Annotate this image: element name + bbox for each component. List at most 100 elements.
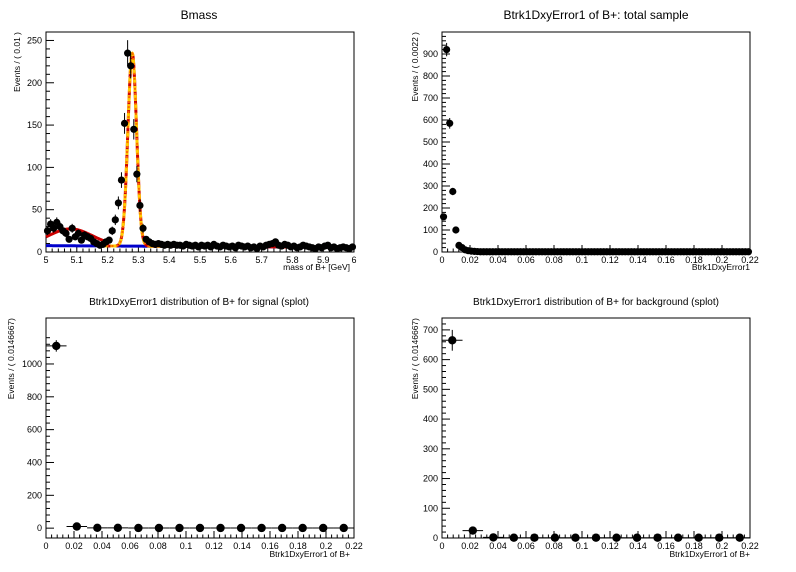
plot-frame bbox=[45, 317, 355, 539]
axis-ticks: 0 0.02 0.04 0.06 0.08 0.1 0.12 0.14 0.16 0.18 0.2 0… bbox=[423, 35, 759, 265]
x-tick-label: 0.04 bbox=[489, 255, 507, 265]
axis-ticks: 0 0.02 0.04 0.06 0.08 0.1 0.12 0.14 0.16 0.18 0.2 0… bbox=[22, 337, 363, 551]
chart-title: Btrk1DxyError1 distribution of B+ for si… bbox=[89, 297, 309, 308]
x-tick-label: 0.06 bbox=[121, 541, 139, 551]
data-point bbox=[735, 533, 744, 542]
y-tick-label: 0 bbox=[37, 523, 42, 533]
x-tick-label: 5.7 bbox=[255, 255, 268, 265]
x-tick-label: 5.6 bbox=[225, 255, 238, 265]
y-tick-label: 500 bbox=[423, 137, 438, 147]
x-tick-label: 5.8 bbox=[286, 255, 299, 265]
x-tick-label: 0.2 bbox=[716, 255, 729, 265]
data-point bbox=[175, 523, 184, 533]
x-tick-label: 0.2 bbox=[320, 541, 333, 551]
x-tick-label: 0.16 bbox=[657, 255, 675, 265]
data-point bbox=[154, 523, 164, 533]
x-tick-label: 0.18 bbox=[685, 255, 703, 265]
x-tick-label: 0.08 bbox=[545, 255, 563, 265]
axis-ticks: 0 0.02 0.04 0.06 0.08 0.1 0.12 0.14 0.16 0.18 0.2 0… bbox=[423, 317, 759, 551]
data-point bbox=[439, 213, 448, 221]
data-point bbox=[105, 236, 113, 244]
x-tick-label: 0.04 bbox=[489, 541, 507, 551]
x-axis-label: Btrk1DxyError1 of B+ bbox=[269, 549, 350, 559]
data-point bbox=[449, 187, 457, 196]
y-tick-label: 400 bbox=[423, 414, 438, 424]
x-tick-label: 0.04 bbox=[93, 541, 111, 551]
data-point bbox=[52, 341, 61, 351]
y-tick-label: 0 bbox=[37, 247, 42, 257]
data-point bbox=[744, 248, 753, 256]
x-tick-label: 0.02 bbox=[461, 541, 479, 551]
x-tick-label: 0.08 bbox=[545, 541, 563, 551]
data-point bbox=[117, 176, 126, 184]
y-tick-label: 500 bbox=[423, 384, 438, 394]
y-tick-label: 100 bbox=[423, 225, 438, 235]
data-point bbox=[319, 523, 328, 533]
data-point bbox=[443, 46, 451, 54]
data-point bbox=[113, 523, 123, 533]
x-tick-label: 0.22 bbox=[741, 541, 759, 551]
data-point bbox=[43, 227, 52, 235]
data-point bbox=[715, 533, 724, 542]
y-tick-label: 800 bbox=[27, 392, 42, 402]
data-point bbox=[108, 227, 116, 235]
plot-frame bbox=[441, 31, 751, 253]
data-points bbox=[43, 40, 357, 253]
y-tick-label: 0 bbox=[433, 247, 438, 257]
x-tick-label: 0.12 bbox=[601, 255, 619, 265]
y-tick-label: 200 bbox=[423, 203, 438, 213]
data-point bbox=[93, 523, 102, 533]
x-tick-label: 0.22 bbox=[345, 541, 363, 551]
x-tick-label: 0.16 bbox=[261, 541, 279, 551]
y-tick-label: 600 bbox=[423, 115, 438, 125]
x-axis-label: mass of B+ [GeV] bbox=[283, 262, 350, 272]
data-point bbox=[509, 533, 519, 542]
x-tick-label: 0.06 bbox=[517, 255, 535, 265]
panel-total-sample: Btrk1DxyError1 of B+: total sample Event… bbox=[410, 8, 759, 272]
data-point bbox=[632, 533, 642, 542]
x-tick-label: 0.1 bbox=[180, 541, 193, 551]
x-tick-label: 5.4 bbox=[163, 255, 176, 265]
x-tick-label: 5.9 bbox=[317, 255, 330, 265]
data-point bbox=[134, 523, 143, 533]
y-tick-label: 50 bbox=[32, 205, 42, 215]
x-tick-label: 5.2 bbox=[101, 255, 114, 265]
x-axis-label: Btrk1DxyError1 of B+ bbox=[669, 549, 750, 559]
y-tick-label: 1000 bbox=[22, 359, 42, 369]
data-point bbox=[65, 235, 73, 243]
data-point bbox=[257, 523, 266, 533]
data-point bbox=[120, 119, 129, 127]
x-tick-label: 5 bbox=[43, 255, 48, 265]
x-tick-label: 0.18 bbox=[289, 541, 307, 551]
x-tick-label: 0.1 bbox=[576, 255, 589, 265]
panel-bmass: Bmass Events / ( 0.01 ) mass of B+ [GeV]… bbox=[12, 8, 357, 272]
x-tick-label: 0.2 bbox=[716, 541, 729, 551]
x-tick-label: 0.14 bbox=[629, 255, 647, 265]
panel-background-splot: Btrk1DxyError1 distribution of B+ for ba… bbox=[410, 297, 759, 559]
data-point bbox=[550, 533, 560, 542]
data-point bbox=[236, 523, 246, 533]
data-point bbox=[694, 533, 703, 542]
data-point bbox=[133, 170, 141, 178]
x-tick-label: 0.02 bbox=[65, 541, 83, 551]
data-points bbox=[439, 42, 753, 256]
data-point bbox=[591, 533, 601, 542]
x-tick-label: 0.12 bbox=[205, 541, 223, 551]
y-tick-label: 200 bbox=[423, 474, 438, 484]
data-point bbox=[139, 224, 147, 232]
x-axis-label: Btrk1DxyError1 bbox=[692, 262, 750, 272]
x-tick-label: 0.02 bbox=[461, 255, 479, 265]
x-tick-label: 0.22 bbox=[741, 255, 759, 265]
data-point bbox=[124, 49, 132, 57]
data-point bbox=[612, 533, 621, 542]
y-tick-label: 900 bbox=[423, 49, 438, 59]
chart-title: Bmass bbox=[181, 8, 218, 22]
data-point bbox=[653, 533, 662, 542]
y-tick-label: 700 bbox=[423, 93, 438, 103]
data-point bbox=[216, 523, 225, 533]
data-point bbox=[446, 119, 454, 127]
y-tick-label: 800 bbox=[423, 71, 438, 81]
x-tick-label: 0.08 bbox=[149, 541, 167, 551]
chart-title: Btrk1DxyError1 distribution of B+ for ba… bbox=[473, 297, 719, 308]
